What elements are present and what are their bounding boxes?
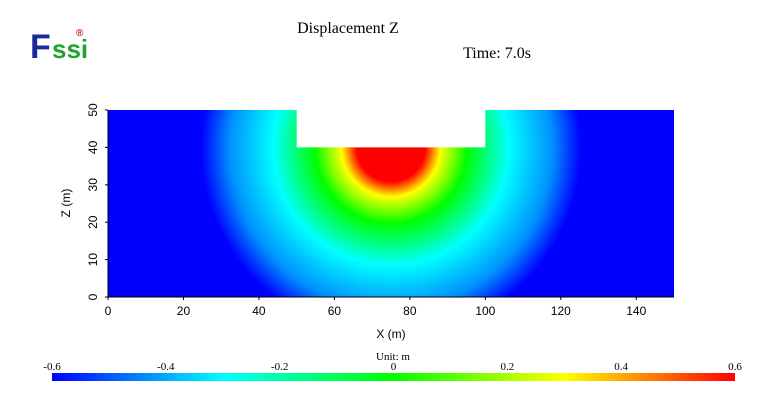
y-tick-label: 20	[86, 215, 100, 229]
colorbar-tick-label: -0.4	[157, 361, 175, 373]
y-axis-label: Z (m)	[59, 189, 73, 218]
x-tick-label: 100	[475, 304, 495, 318]
displacement-field	[108, 110, 674, 297]
x-tick-label: 80	[403, 304, 417, 318]
y-tick-label: 30	[86, 178, 100, 192]
logo-letters-ssi: ssi	[52, 34, 88, 64]
x-tick-label: 0	[105, 304, 112, 318]
y-tick-label: 40	[86, 140, 100, 154]
colorbar-tick-label: 0.2	[500, 361, 514, 373]
colorbar-ticks: -0.6 -0.4 -0.2 0 0.2 0.4 0.6	[43, 361, 742, 373]
x-axis-ticks: 0 20 40 60 80 100 120 140	[105, 297, 647, 318]
y-tick-label: 0	[86, 293, 100, 300]
colorbar-unit-label: Unit: m	[376, 351, 410, 363]
colorbar-tick-label: 0.6	[728, 361, 742, 373]
plot-area	[107, 110, 674, 298]
x-axis-label: X (m)	[376, 327, 405, 341]
colorbar-tick-label: 0.4	[614, 361, 628, 373]
x-tick-label: 140	[626, 304, 646, 318]
x-tick-label: 60	[328, 304, 342, 318]
x-tick-label: 120	[551, 304, 571, 318]
y-tick-label: 10	[86, 253, 100, 267]
logo-letter-f: F	[30, 28, 51, 66]
chart-title: Displacement Z	[297, 20, 399, 37]
y-tick-label: 50	[86, 103, 100, 117]
time-label: Time: 7.0s	[463, 45, 531, 62]
colorbar-tick-label: 0	[391, 361, 397, 373]
colorbar-tick-label: -0.6	[43, 361, 61, 373]
logo-registered-mark: ®	[76, 28, 84, 39]
x-tick-label: 20	[177, 304, 191, 318]
x-tick-label: 40	[252, 304, 266, 318]
colorbar-tick-label: -0.2	[271, 361, 288, 373]
colorbar	[52, 373, 735, 381]
fssi-logo: F ssi ®	[30, 28, 88, 66]
y-axis-ticks: 0 10 20 30 40 50	[86, 103, 108, 300]
